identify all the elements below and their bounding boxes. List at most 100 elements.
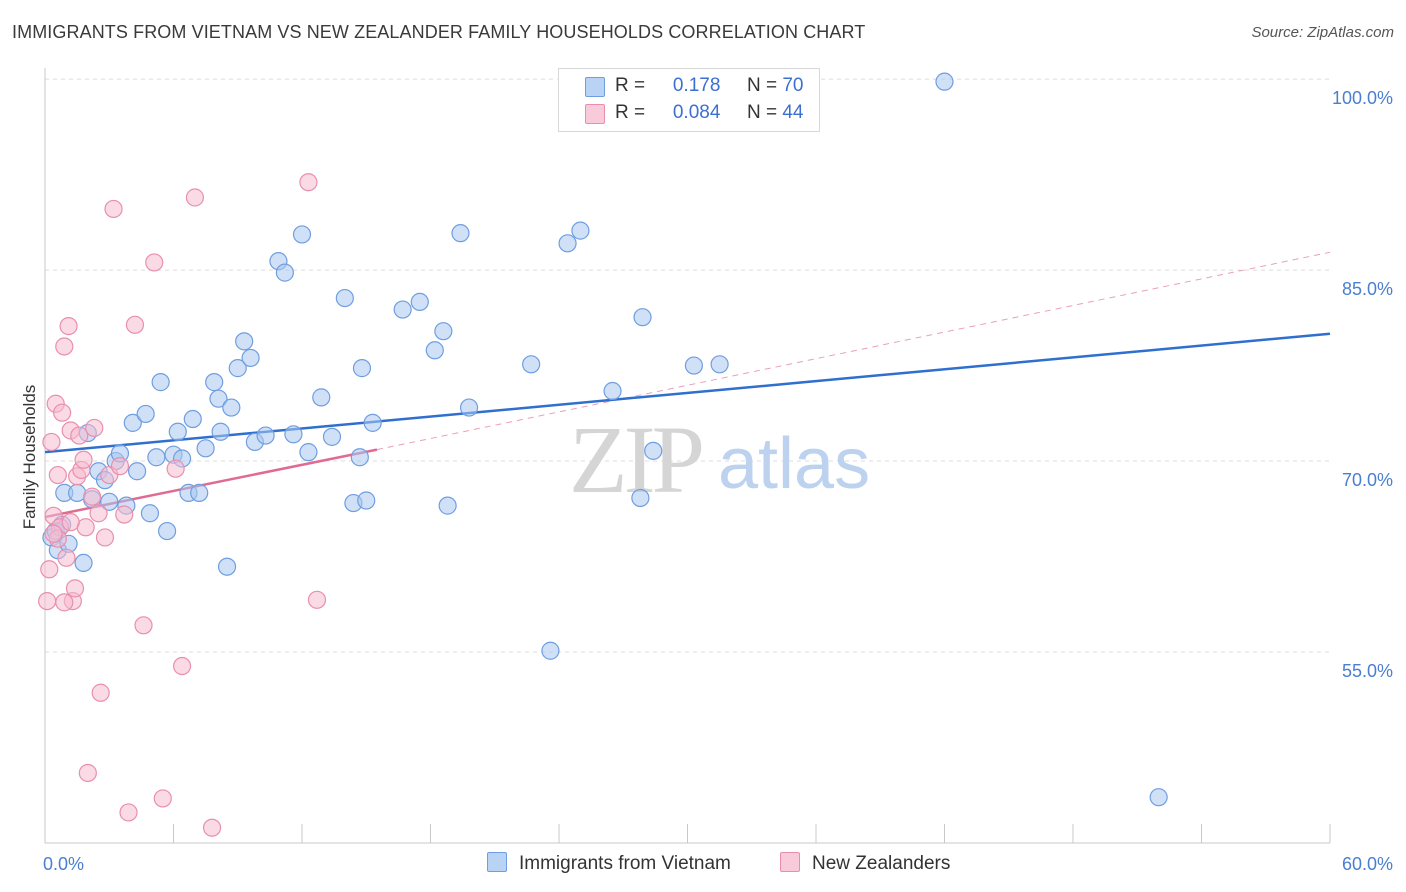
point-vietnam: [684, 356, 704, 375]
bottom-legend-label-vietnam: Immigrants from Vietnam: [519, 853, 731, 874]
y-tick-label: 100.0%: [1332, 88, 1393, 108]
point-newzealanders: [172, 656, 192, 676]
point-newzealanders: [145, 253, 164, 272]
point-vietnam: [631, 488, 650, 508]
point-vietnam: [211, 422, 230, 441]
point-newzealanders: [104, 199, 123, 219]
point-vietnam: [935, 72, 954, 91]
point-vietnam: [275, 263, 294, 282]
point-newzealanders: [42, 432, 61, 452]
point-vietnam: [168, 422, 187, 441]
point-vietnam: [363, 413, 382, 432]
legend-r-newzealanders: 0.084: [672, 102, 721, 123]
point-vietnam: [123, 413, 142, 432]
point-vietnam: [558, 234, 577, 253]
point-vietnam: [74, 553, 93, 573]
point-vietnam: [357, 491, 376, 510]
point-newzealanders: [299, 173, 318, 192]
axes: [44, 68, 1331, 844]
point-vietnam: [190, 483, 209, 502]
data-points: [38, 72, 1168, 837]
point-vietnam: [451, 224, 470, 243]
point-vietnam: [136, 404, 155, 424]
point-newzealanders: [95, 528, 115, 547]
x-tick-label-right: 60.0%: [1342, 854, 1393, 874]
point-vietnam: [322, 427, 342, 446]
point-newzealanders: [85, 418, 104, 438]
bottom-legend-newzealanders: New Zealanders: [780, 852, 950, 875]
legend-n-label: N =: [746, 75, 778, 96]
chart-title: IMMIGRANTS FROM VIETNAM VS NEW ZEALANDER…: [12, 22, 866, 42]
point-vietnam: [183, 409, 202, 429]
legend-r-label: R =: [615, 75, 646, 96]
point-vietnam: [284, 425, 303, 444]
point-vietnam: [644, 441, 663, 460]
correlation-legend: R = 0.178 N = 70 R = 0.084 N = 44: [558, 68, 820, 132]
point-newzealanders: [70, 426, 89, 445]
point-vietnam: [222, 398, 241, 417]
legend-r-vietnam: 0.178: [672, 75, 721, 96]
point-newzealanders: [153, 789, 172, 808]
point-newzealanders: [38, 591, 57, 611]
point-newzealanders: [166, 459, 185, 478]
bottom-legend-swatch-vietnam: [487, 852, 507, 872]
point-vietnam: [205, 373, 224, 392]
point-newzealanders: [65, 579, 85, 598]
bottom-legend-vietnam: Immigrants from Vietnam: [487, 852, 731, 875]
point-newzealanders: [55, 337, 74, 356]
point-vietnam: [350, 448, 369, 467]
point-vietnam: [100, 492, 119, 511]
point-newzealanders: [57, 548, 76, 567]
point-vietnam: [438, 496, 457, 515]
point-vietnam: [196, 439, 215, 458]
bottom-legend-swatch-newzealanders: [780, 852, 800, 872]
watermark-atlas: atlas: [718, 424, 870, 504]
point-vietnam: [1149, 788, 1168, 807]
point-vietnam: [312, 388, 331, 407]
point-newzealanders: [48, 465, 67, 485]
point-newzealanders: [59, 316, 78, 336]
point-newzealanders: [83, 487, 102, 506]
legend-swatch-newzealanders: [585, 104, 605, 124]
point-vietnam: [335, 288, 354, 308]
point-vietnam: [228, 359, 247, 378]
legend-n-newzealanders: 44: [782, 102, 804, 123]
legend-r-label: R =: [615, 102, 646, 123]
point-newzealanders: [61, 513, 80, 532]
watermark: ZIP atlas: [569, 406, 870, 513]
point-vietnam: [425, 341, 444, 360]
point-newzealanders: [115, 505, 134, 524]
point-vietnam: [710, 355, 729, 374]
point-vietnam: [241, 348, 260, 368]
y-tick-label: 70.0%: [1342, 470, 1393, 490]
point-vietnam: [603, 381, 622, 401]
point-vietnam: [633, 308, 652, 327]
x-tick-label-left: 0.0%: [43, 854, 84, 874]
point-vietnam: [541, 641, 560, 660]
point-vietnam: [459, 398, 479, 417]
point-vietnam: [151, 373, 170, 392]
point-vietnam: [522, 355, 541, 374]
point-newzealanders: [134, 616, 153, 635]
y-axis-label: Family Households: [20, 385, 39, 530]
legend-n-label: N =: [746, 102, 778, 123]
point-newzealanders: [40, 560, 59, 579]
point-vietnam: [217, 557, 237, 576]
point-vietnam: [209, 389, 228, 408]
point-newzealanders: [307, 590, 327, 609]
point-newzealanders: [89, 504, 108, 523]
point-vietnam: [147, 448, 166, 467]
point-newzealanders: [91, 683, 110, 702]
point-newzealanders: [110, 457, 130, 476]
point-vietnam: [256, 426, 275, 445]
point-newzealanders: [74, 450, 93, 469]
point-vietnam: [393, 300, 412, 319]
point-newzealanders: [55, 593, 74, 612]
point-newzealanders: [44, 524, 63, 543]
source-label: Source: ZipAtlas.com: [1251, 24, 1394, 41]
point-newzealanders: [78, 763, 97, 783]
point-newzealanders: [125, 315, 145, 334]
point-newzealanders: [53, 403, 72, 422]
tick-labels: 55.0% 70.0% 85.0% 100.0% 0.0% 60.0%: [43, 88, 1393, 874]
